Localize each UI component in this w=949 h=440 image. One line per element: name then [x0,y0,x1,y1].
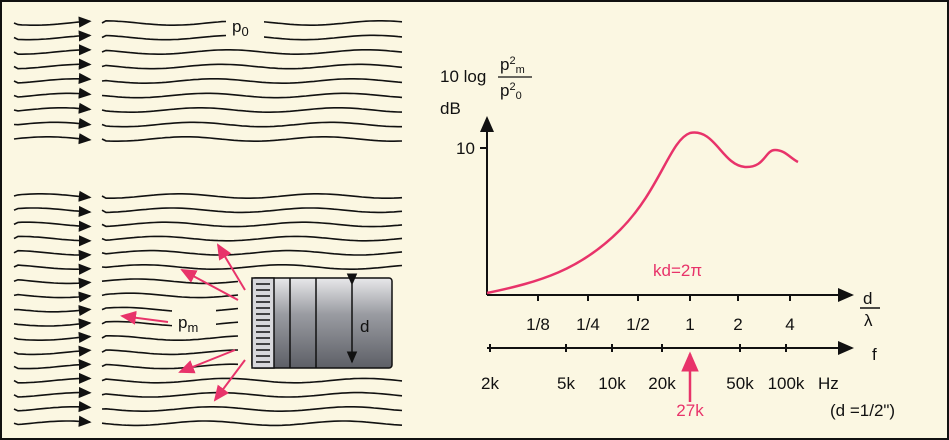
freq-tick-label: 20k [648,374,676,393]
ratio-tick-label: 1/2 [626,315,650,334]
ratio-tick-label: 1/4 [576,315,600,334]
wave-line [101,264,403,270]
mic-d: d [360,317,369,336]
freq-unit: Hz [818,374,839,393]
p0-label: p0 [232,17,249,39]
ratio-tick-label: 1 [685,315,694,334]
marker-label: 27k [676,401,704,420]
wave-line [101,221,403,228]
y-label-num: p2m [500,55,525,76]
inflow-line [13,345,92,357]
inflow-line [13,318,92,330]
ratio-tick-label: 1/8 [526,315,550,334]
ratio-tick-label: 4 [785,315,794,334]
inflow-line [13,304,92,317]
wave-line [101,406,403,412]
wave-line [101,207,403,214]
inflow-line [13,102,92,114]
note: (d =1/2") [830,401,895,420]
inflow-line [13,220,92,232]
inflow-line [13,58,92,70]
inflow-line [13,30,92,42]
inflow-line [13,415,92,427]
y-unit: dB [440,99,461,118]
inflow-line [13,117,92,130]
wave-line [101,391,403,398]
y-label-prefix: 10 log [440,67,486,86]
wave-line [101,78,403,84]
response-curve [486,131,799,295]
wave-line [101,278,239,285]
inflow-line [13,87,92,99]
wave-line [101,420,403,427]
wave-line [101,63,403,70]
freq-tick-label: 5k [557,374,575,393]
wave-line [101,377,403,384]
wave-line [101,349,239,356]
y-label-den: p20 [500,81,522,102]
inflow-line [13,372,92,384]
wave-line [101,107,403,113]
inflow-line [13,386,92,399]
inflow-line [13,263,92,275]
freq-tick-label: 50k [726,374,754,393]
wave-lines [13,16,403,427]
wave-line [101,49,403,55]
microphone [251,273,393,369]
freq-tick-label: 10k [598,374,626,393]
inflow-line [13,291,92,303]
tick-marks [489,295,791,352]
ratio-tick-label: 2 [733,315,742,334]
inflow-line [13,44,92,56]
freq-tick-label: 100k [768,374,805,393]
inflow-line [13,235,92,247]
pm-label: pm [178,313,198,335]
label-bg [172,306,216,336]
axes [480,116,854,355]
x-label-den: λ [864,311,873,330]
x-label-num: d [863,289,872,308]
wave-line [101,136,403,142]
inflow-line [13,331,92,344]
label-bg [226,12,264,38]
inflow-line [13,133,92,145]
wave-line [101,121,402,128]
inflow-line [13,358,92,371]
inflow-line [13,400,92,413]
wave-line [101,292,239,299]
wave-line [101,92,403,99]
inflow-line [13,72,92,85]
wave-line [101,335,239,341]
scatter-arrows [120,243,246,402]
wave-line [101,363,239,370]
inflow-line [13,190,92,202]
annotation: kd=2π [653,261,702,280]
wave-line [101,235,403,242]
inflow-line [13,205,92,218]
inflow-line [13,277,92,289]
wave-line [101,193,403,199]
y-tick: 10 [456,139,475,158]
wave-line [101,249,403,256]
inflow-line [13,249,92,261]
freq-label: f [872,345,877,364]
freq-tick-label: 2k [481,374,499,393]
inflow-line [13,16,92,28]
